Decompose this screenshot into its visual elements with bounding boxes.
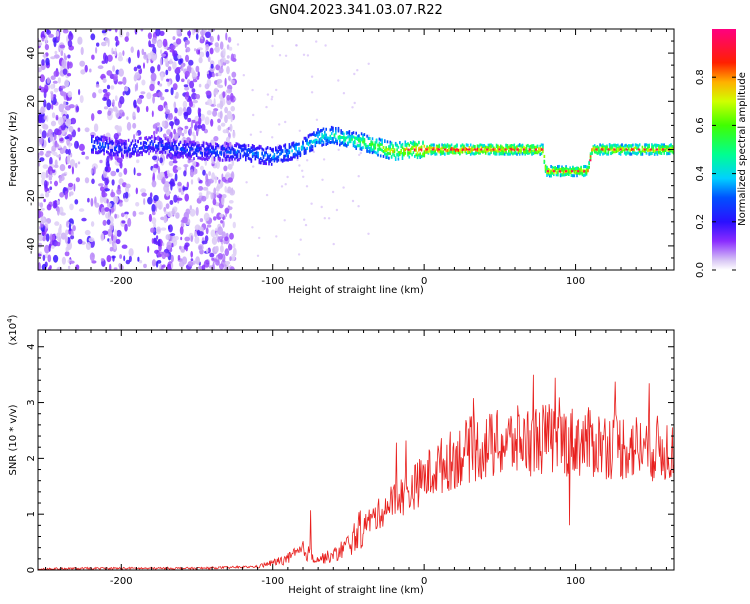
colorbar-tick-label: 0.0 [695,262,706,278]
y-tick-label: 0 [26,146,37,152]
y-tick-label: -20 [26,190,37,206]
snr-series-line [38,374,674,570]
x-tick-label: 100 [566,276,585,287]
y-tick-label: 0 [26,567,37,573]
snr-y-axis-label: SNR (10 * v/v) [8,404,19,475]
snr-plot-area [38,330,674,570]
y-tick-label: 40 [26,47,37,60]
snr-x-ticks: -200 -100 0 100 [45,330,667,587]
colorbar-gradient [712,29,736,270]
x-tick-label: 100 [566,576,585,587]
snr-panel: -200 -100 0 100 0 1 2 3 4 Height of straight li… [6,314,675,596]
y-tick-label: -40 [26,238,37,254]
colorbar-label: Normalized spectral amplitude [737,72,748,226]
y-tick-label: 20 [26,95,37,108]
x-tick-label: 0 [421,276,427,287]
x-tick-label: -200 [110,276,133,287]
snr-y-multiplier: (x104) [6,314,19,345]
colorbar-tick-label: 0.6 [695,117,706,133]
snr-y-ticks: 0 1 2 3 4 [26,344,674,573]
y-tick-label: 3 [26,399,37,405]
y-tick-label: 2 [26,455,37,461]
colorbar-tick-label: 0.4 [695,166,706,182]
colorbar-tick-label: 0.8 [695,69,706,85]
spectrogram-x-axis-label: Height of straight line (km) [288,285,424,296]
x-tick-label: -100 [261,576,284,587]
x-tick-label: -200 [110,576,133,587]
spectrogram-y-axis-label: Frequency (Hz) [8,111,19,187]
x-tick-label: 0 [421,576,427,587]
spectrogram-y-ticks: -40 -20 0 20 40 [26,28,674,271]
snr-frame [37,329,675,571]
colorbar-tick-label: 0.2 [695,214,706,230]
spectrogram-x-ticks: -200 -100 0 100 [45,29,667,287]
spectrogram-image [38,29,674,270]
colorbar-ticks: 0.0 0.2 0.4 0.6 0.8 [695,69,736,278]
spectrogram-ridge [91,125,674,178]
figure-title: GN04.2023.341.03.07.R22 [269,3,443,18]
y-tick-label: 4 [26,344,37,350]
colorbar: 0.0 0.2 0.4 0.6 0.8 Normalized spectral ampl… [695,29,748,278]
y-tick-label: 1 [26,511,37,517]
x-tick-label: -100 [261,276,284,287]
snr-x-axis-label: Height of straight line (km) [288,585,424,596]
